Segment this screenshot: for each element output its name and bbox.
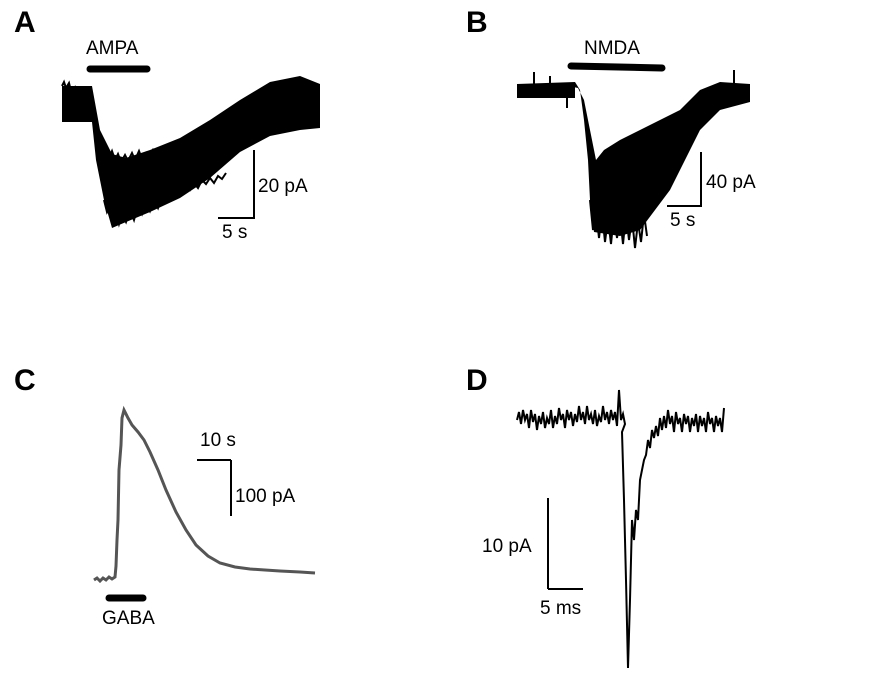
panel-a-trace	[61, 65, 320, 228]
drug-label-gaba: GABA	[102, 608, 155, 629]
scale-x-label-a: 5 s	[222, 222, 248, 243]
panel-label-b: B	[466, 6, 488, 39]
scale-y-label-d: 10 pA	[482, 536, 532, 557]
drug-label-ampa: AMPA	[86, 38, 139, 59]
scale-x-label-c: 10 s	[200, 430, 236, 451]
drug-label-nmda: NMDA	[584, 38, 640, 59]
panel-d-trace	[516, 389, 725, 669]
scale-x-label-d: 5 ms	[540, 598, 582, 619]
panel-c-trace	[93, 405, 316, 602]
scale-y-label-a: 20 pA	[258, 176, 308, 197]
panel-label-c: C	[14, 364, 36, 397]
scale-x-label-b: 5 s	[670, 210, 696, 231]
panel-label-a: A	[14, 6, 36, 39]
scale-y-label-c: 100 pA	[235, 486, 296, 507]
panel-label-d: D	[466, 364, 488, 397]
panel-b-trace	[517, 62, 750, 249]
scale-y-label-b: 40 pA	[706, 172, 756, 193]
